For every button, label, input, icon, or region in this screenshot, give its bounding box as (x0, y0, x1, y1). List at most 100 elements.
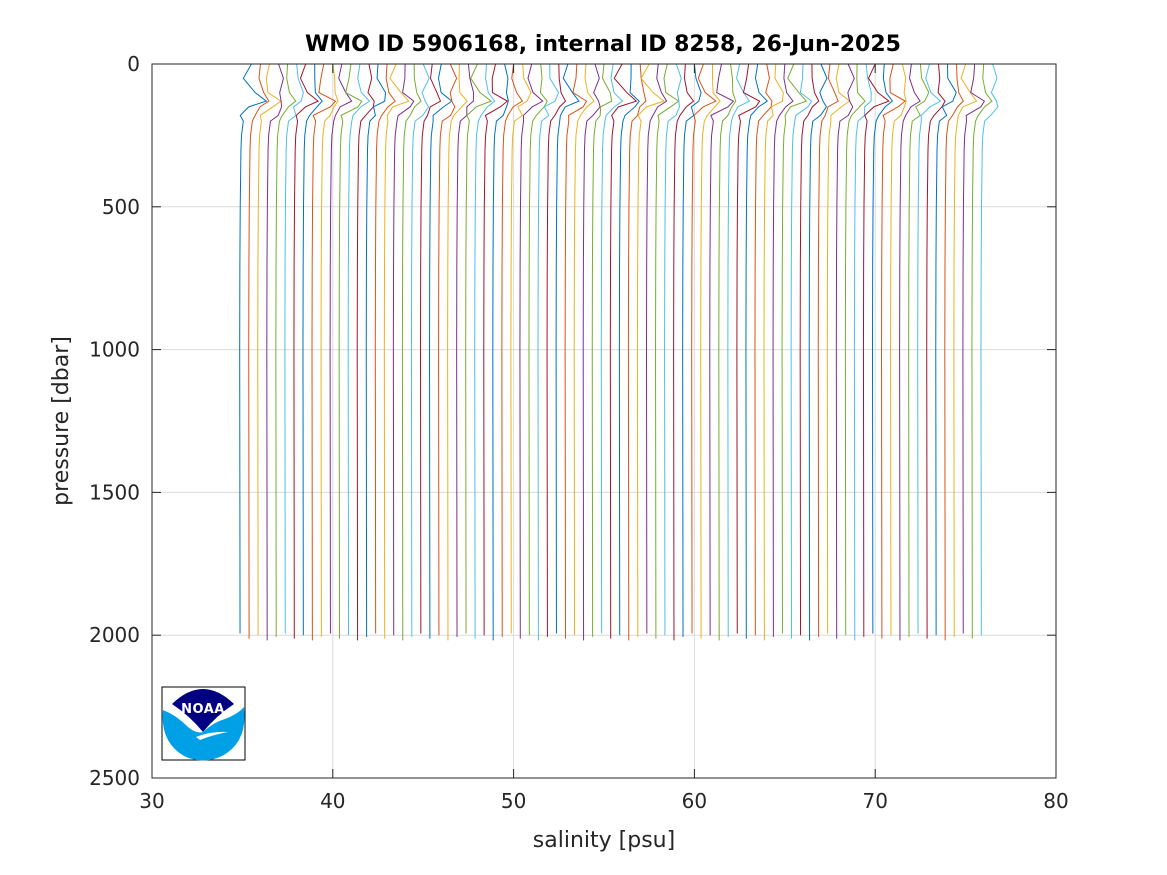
profile-line (338, 63, 363, 639)
profile-line (248, 63, 270, 639)
profile-line (257, 63, 282, 636)
profile-line (320, 63, 339, 637)
y-axis-ticks: 0 500 1000 1500 2000 2500 (89, 52, 1056, 790)
profile-line (890, 63, 907, 636)
profile-line (438, 63, 458, 636)
x-tick-label: 70 (862, 789, 887, 813)
profile-line (745, 63, 769, 639)
profile-line (808, 63, 828, 641)
profile-line (881, 63, 907, 639)
profile-line (691, 63, 717, 634)
profile-line (465, 63, 493, 634)
x-tick-label: 60 (682, 789, 707, 813)
profile-line (718, 63, 737, 641)
y-tick-label: 1000 (89, 338, 140, 362)
profile-line (935, 63, 957, 636)
axes-box (151, 63, 1057, 779)
profile-line (356, 63, 375, 641)
logo-dark-arc (172, 689, 234, 732)
profile-line (573, 63, 595, 636)
y-tick-label: 1500 (89, 480, 140, 504)
profile-line (727, 63, 751, 637)
profile-line (447, 63, 468, 641)
profile-line (591, 63, 613, 637)
profile-line (609, 63, 638, 639)
profile-line (555, 63, 580, 634)
profile-line (347, 63, 371, 636)
y-axis-label: pressure [dbar] (49, 336, 74, 506)
profile-line (817, 63, 839, 637)
profile-line (266, 63, 284, 641)
profile-line (618, 63, 640, 636)
profile-line (483, 63, 509, 636)
profile-line (302, 63, 323, 636)
logo-white-swoosh (196, 731, 228, 740)
y-tick-label: 0 (127, 52, 140, 76)
profile-line (627, 63, 647, 641)
y-tick-label: 2000 (89, 623, 140, 647)
profile-line (582, 63, 601, 641)
profile-line (636, 63, 666, 637)
chart-title: WMO ID 5906168, internal ID 8258, 26-Jun… (305, 32, 901, 57)
profile-line (971, 63, 993, 639)
profile-line (664, 63, 682, 636)
profile-line (962, 63, 986, 634)
profile-line (917, 63, 942, 634)
profile-line (844, 63, 866, 636)
profile-line (492, 63, 509, 641)
profile-line (293, 63, 320, 639)
x-axis-label: salinity [psu] (533, 828, 675, 853)
profile-line (329, 63, 353, 634)
x-tick-label: 30 (139, 789, 164, 813)
profile-line (501, 63, 524, 637)
profile-line (519, 63, 544, 639)
profile-line (311, 63, 337, 641)
profile-line (709, 63, 735, 636)
profile-line (835, 63, 855, 639)
profile-line (682, 63, 702, 637)
profile-line (419, 63, 442, 634)
profile-line (799, 63, 820, 636)
x-tick-label: 40 (320, 789, 345, 813)
y-tick-label: 2500 (89, 766, 140, 790)
profile-line (853, 63, 872, 641)
profile-line (546, 63, 567, 637)
profile-line (871, 63, 894, 634)
profile-line (410, 63, 430, 637)
profile-line (772, 63, 794, 637)
profile-line (700, 63, 721, 639)
x-gridlines (332, 64, 876, 778)
x-tick-label: 80 (1043, 789, 1068, 813)
profile-line (790, 63, 813, 639)
profile-line (953, 63, 978, 637)
profile-line (826, 63, 851, 634)
profile-line (908, 63, 930, 637)
profile-line (365, 63, 387, 637)
profile-series (239, 63, 999, 641)
x-axis-ticks: 30 40 50 60 70 80 (139, 64, 1069, 813)
profile-line (862, 63, 890, 637)
profile-line (401, 63, 422, 641)
profile-line (275, 63, 297, 637)
profile-line (944, 63, 964, 641)
profile-line (754, 63, 773, 636)
profile-line (763, 63, 784, 641)
profile-line (374, 63, 396, 634)
profile-line (980, 63, 999, 636)
profile-line (537, 63, 560, 641)
profile-line (655, 63, 680, 639)
profile-line (510, 63, 532, 634)
profile-line (429, 63, 453, 639)
logo-light-wave (162, 707, 245, 761)
profile-line (736, 63, 761, 634)
logo-text: NOAA (181, 702, 225, 717)
profile-line (564, 63, 588, 639)
profile-line (673, 63, 695, 641)
profile-line (926, 63, 946, 639)
profile-line (456, 63, 475, 637)
profile-line (781, 63, 808, 634)
noaa-logo: NOAA (161, 686, 246, 761)
profile-line (239, 63, 268, 634)
profile-line (645, 63, 668, 634)
